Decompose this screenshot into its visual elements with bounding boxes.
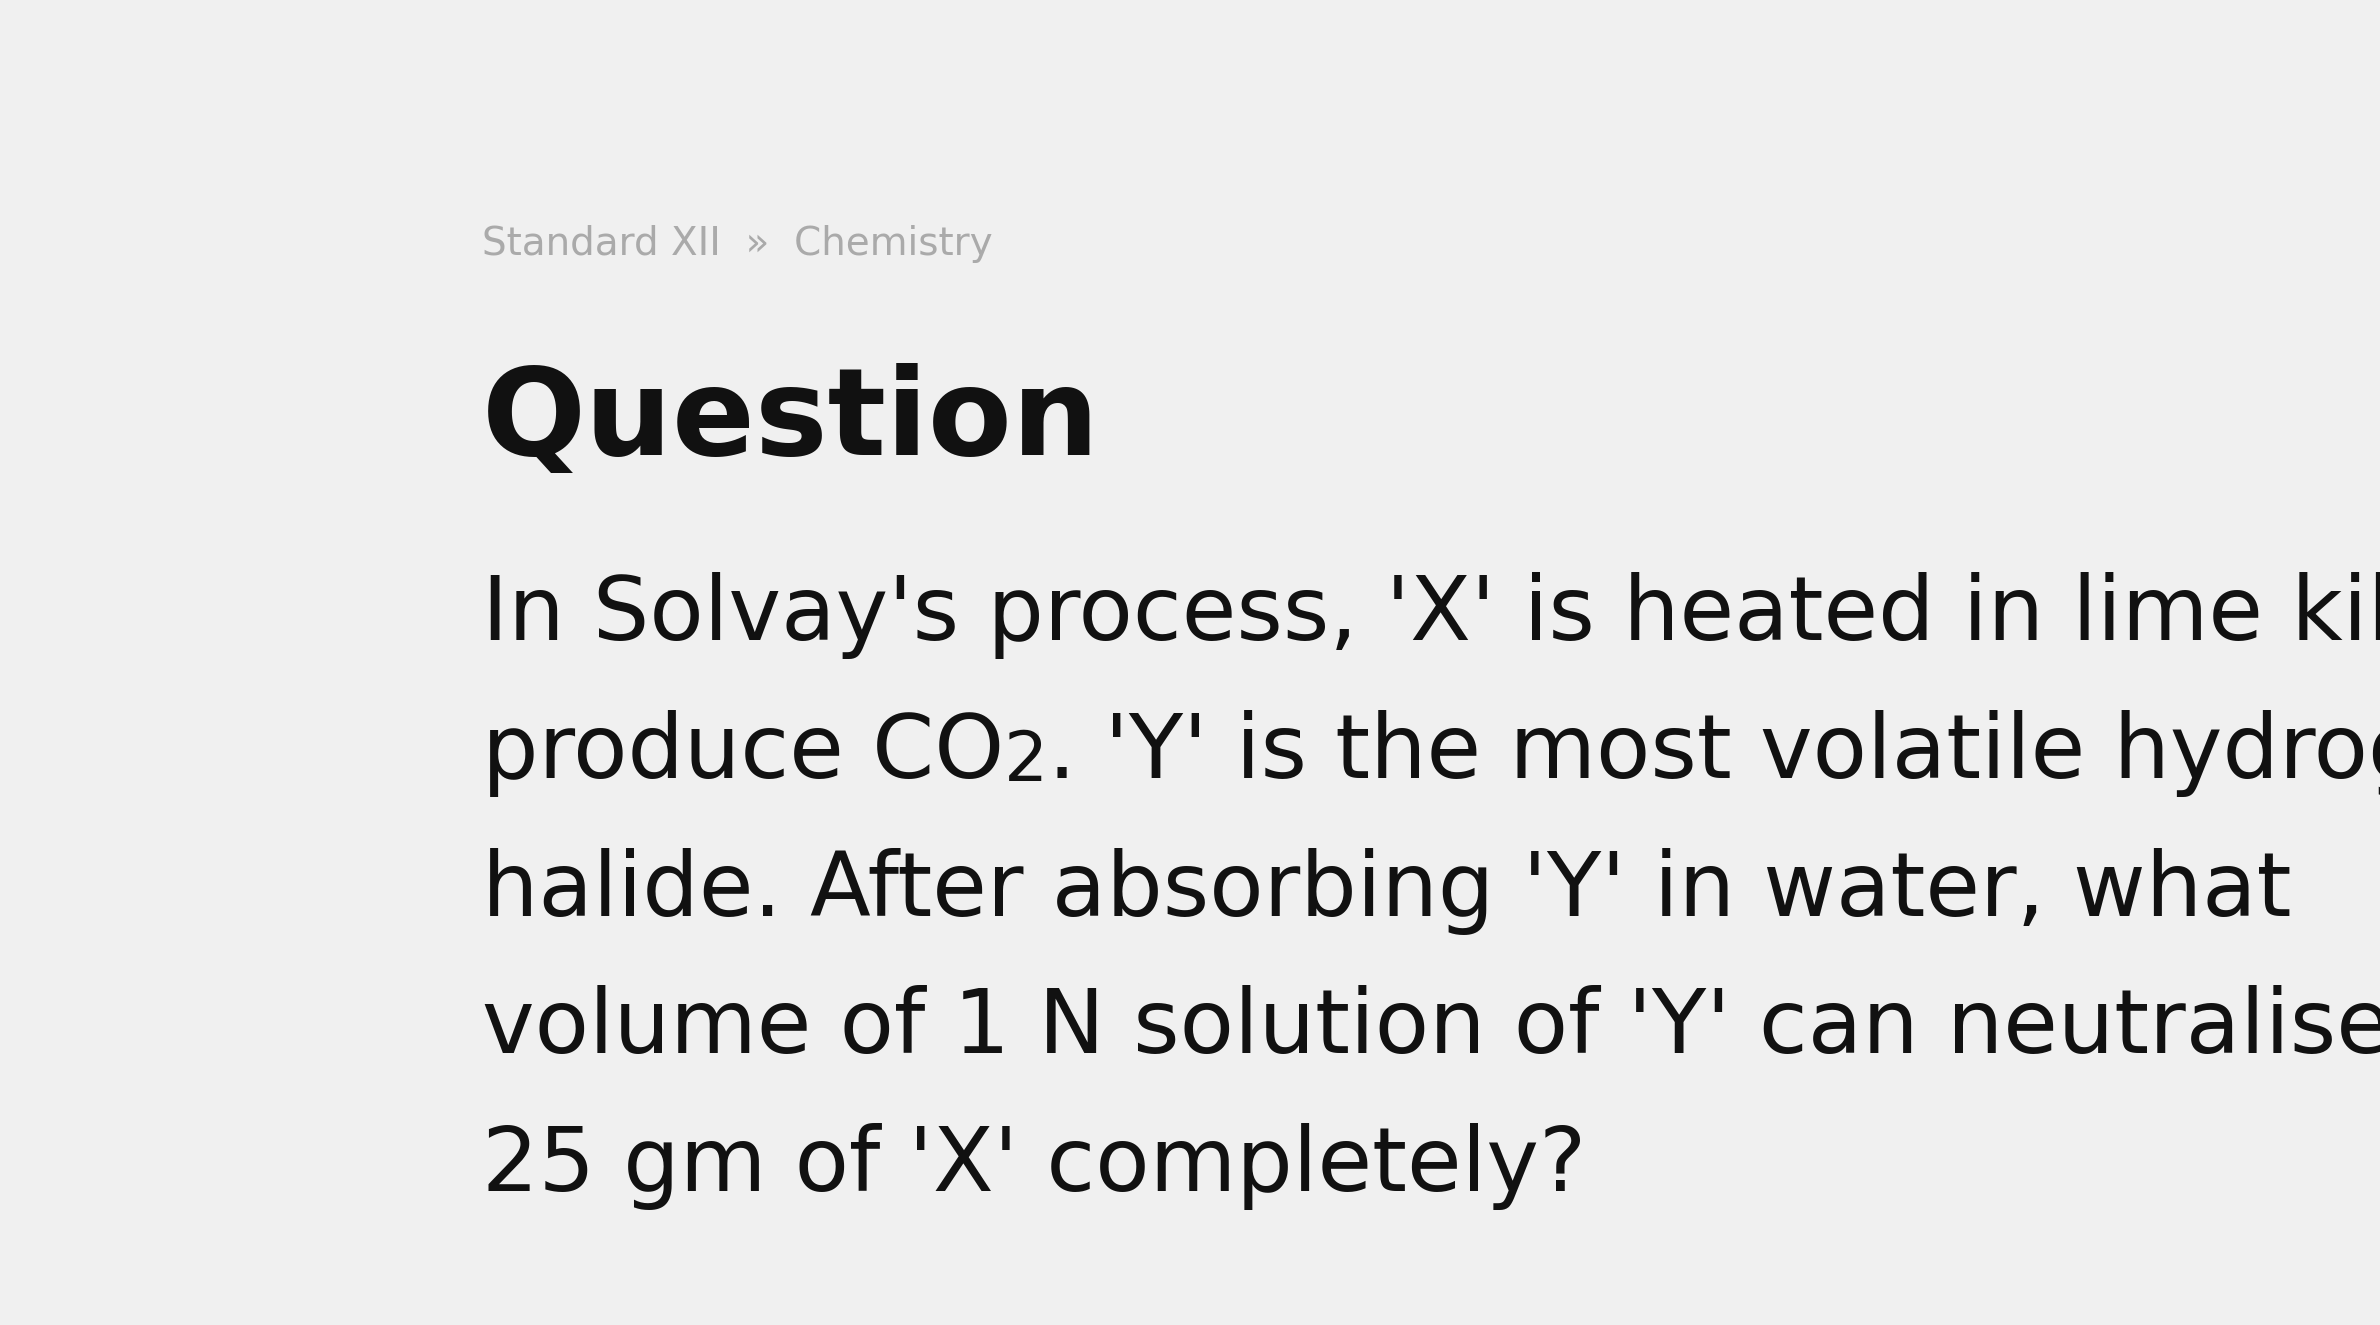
Text: produce CO: produce CO [483,710,1004,796]
Text: Question: Question [483,363,1100,480]
Text: 25 gm of 'X' completely?: 25 gm of 'X' completely? [483,1124,1585,1210]
Text: Standard XII  »  Chemistry: Standard XII » Chemistry [483,225,992,264]
Text: 2: 2 [1004,729,1050,795]
Text: halide. After absorbing 'Y' in water, what: halide. After absorbing 'Y' in water, wh… [483,848,2292,934]
Text: volume of 1 N solution of 'Y' can neutralise: volume of 1 N solution of 'Y' can neutra… [483,986,2380,1072]
Text: . 'Y' is the most volatile hydrogen: . 'Y' is the most volatile hydrogen [1050,710,2380,796]
Text: In Solvay's process, 'X' is heated in lime kilns to: In Solvay's process, 'X' is heated in li… [483,572,2380,660]
